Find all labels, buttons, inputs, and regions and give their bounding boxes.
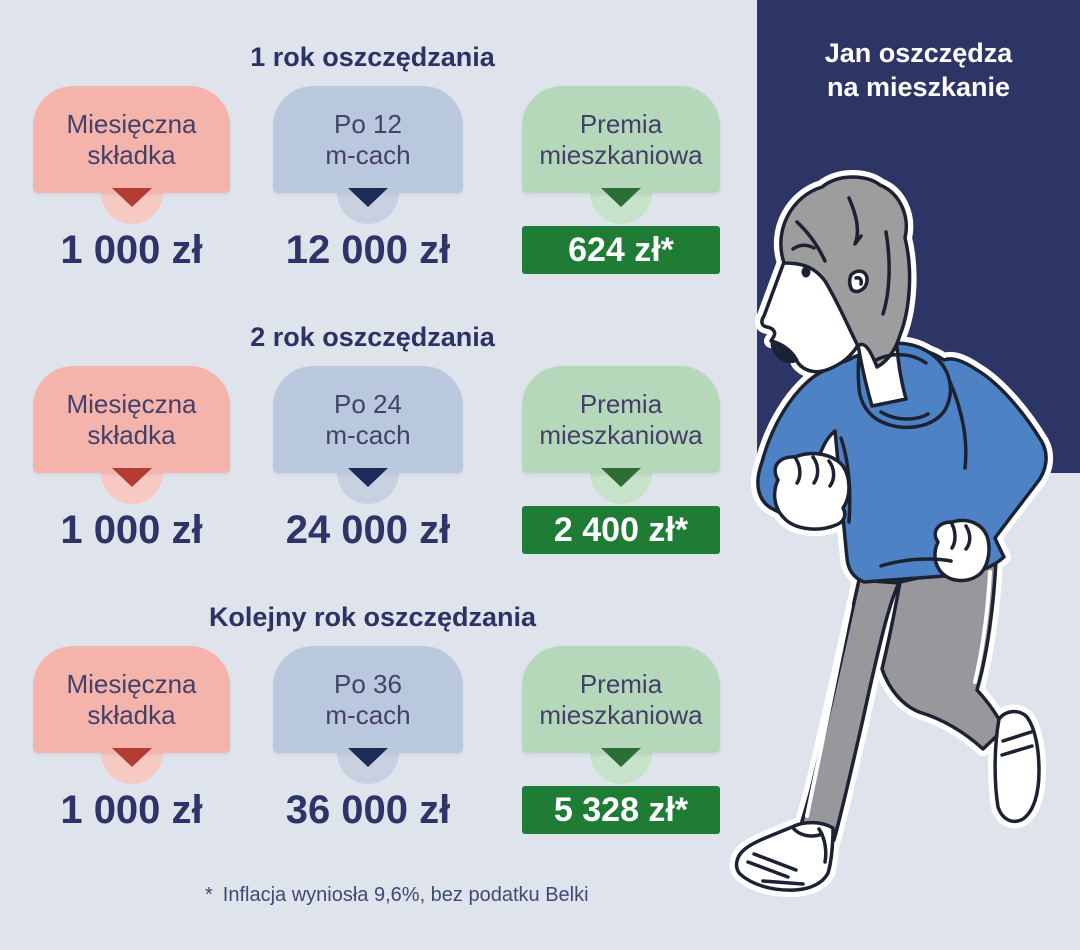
footnote-marker: * bbox=[205, 884, 213, 906]
savings-value: 12 000 zł bbox=[285, 228, 451, 272]
hero-title: Jan oszczędza na mieszkanie bbox=[757, 36, 1080, 104]
arrow-down-icon bbox=[111, 468, 152, 487]
accumulated-savings-card: Po 24 m-cach bbox=[273, 366, 463, 473]
arrow-down-icon bbox=[348, 188, 388, 207]
arrow-down-icon bbox=[601, 748, 641, 767]
monthly-contribution-column: Miesięczna składka 1 000 zł bbox=[33, 366, 230, 574]
footnote-text: Inflacja wyniosła 9,6%, bez podatku Belk… bbox=[222, 884, 589, 906]
runner-hair bbox=[779, 175, 912, 369]
savings-value: 36 000 zł bbox=[285, 788, 451, 832]
housing-premium-card: Premia mieszkaniowa bbox=[522, 86, 720, 193]
contribution-value: 1 000 zł bbox=[60, 228, 203, 272]
monthly-contribution-column: Miesięczna składka 1 000 zł bbox=[33, 86, 230, 294]
accumulated-savings-card: Po 36 m-cach bbox=[273, 646, 463, 753]
card-label: Premia mieszkaniowa bbox=[539, 668, 703, 730]
housing-premium-card: Premia mieszkaniowa bbox=[522, 646, 720, 753]
runner-eye bbox=[801, 266, 811, 278]
savings-row-year2: 2 rok oszczędzania Miesięczna składka 1 … bbox=[0, 322, 757, 574]
runner-mouth bbox=[770, 341, 797, 364]
premium-value-badge: 624 zł* bbox=[522, 226, 720, 274]
figure-white-seams bbox=[805, 570, 992, 818]
runner-back-leg bbox=[880, 558, 1006, 751]
card-label: Po 36 m-cach bbox=[325, 668, 411, 730]
arrow-down-icon bbox=[601, 468, 641, 487]
monthly-contribution-card: Miesięczna składka bbox=[33, 646, 230, 753]
runner-back-shoe bbox=[993, 709, 1041, 824]
housing-premium-card: Premia mieszkaniowa bbox=[522, 366, 720, 473]
card-label: Premia mieszkaniowa bbox=[539, 388, 703, 450]
accumulated-savings-column: Po 36 m-cach 36 000 zł bbox=[273, 646, 463, 854]
accumulated-savings-card: Po 12 m-cach bbox=[273, 86, 463, 193]
row-heading-year2: 2 rok oszczędzania bbox=[250, 322, 495, 352]
housing-premium-column: Premia mieszkaniowa 2 400 zł* bbox=[522, 366, 720, 574]
monthly-contribution-card: Miesięczna składka bbox=[33, 366, 230, 473]
housing-premium-column: Premia mieszkaniowa 5 328 zł* bbox=[522, 646, 720, 854]
runner-front-shoe bbox=[734, 820, 835, 892]
runner-front-fist bbox=[772, 451, 851, 531]
footnote: * Inflacja wyniosła 9,6%, bez podatku Be… bbox=[205, 884, 589, 907]
card-label: Miesięczna składka bbox=[66, 668, 197, 730]
arrow-down-icon bbox=[348, 748, 388, 767]
figure-detail-lines bbox=[746, 196, 1034, 886]
contribution-value: 1 000 zł bbox=[60, 508, 203, 552]
accumulated-savings-column: Po 12 m-cach 12 000 zł bbox=[273, 86, 463, 294]
hero-title-line1: Jan oszczędza bbox=[824, 38, 1013, 68]
arrow-down-icon bbox=[601, 188, 641, 207]
monthly-contribution-card: Miesięczna składka bbox=[33, 86, 230, 193]
runner-ear bbox=[847, 269, 869, 294]
premium-value-badge: 5 328 zł* bbox=[522, 786, 720, 834]
row-heading-year1: 1 rok oszczędzania bbox=[250, 42, 495, 72]
arrow-down-icon bbox=[111, 748, 152, 767]
savings-value: 24 000 zł bbox=[285, 508, 451, 552]
savings-row-year1: 1 rok oszczędzania Miesięczna składka 1 … bbox=[0, 42, 757, 294]
row-heading-next-year: Kolejny rok oszczędzania bbox=[208, 602, 537, 632]
accumulated-savings-column: Po 24 m-cach 24 000 zł bbox=[273, 366, 463, 574]
runner-back-fist bbox=[933, 518, 991, 583]
arrow-down-icon bbox=[348, 468, 388, 487]
card-label: Po 12 m-cach bbox=[325, 108, 411, 170]
card-label: Miesięczna składka bbox=[66, 388, 197, 450]
savings-row-next-year: Kolejny rok oszczędzania Miesięczna skła… bbox=[0, 602, 757, 854]
arrow-down-icon bbox=[111, 188, 152, 207]
hero-title-line2: na mieszkanie bbox=[826, 72, 1011, 102]
monthly-contribution-column: Miesięczna składka 1 000 zł bbox=[33, 646, 230, 854]
card-label: Miesięczna składka bbox=[66, 108, 197, 170]
premium-value-badge: 2 400 zł* bbox=[522, 506, 720, 554]
card-label: Premia mieszkaniowa bbox=[539, 108, 703, 170]
runner-illustration bbox=[729, 170, 1054, 898]
card-label: Po 24 m-cach bbox=[325, 388, 411, 450]
housing-premium-column: Premia mieszkaniowa 624 zł* bbox=[522, 86, 720, 294]
contribution-value: 1 000 zł bbox=[60, 788, 203, 832]
